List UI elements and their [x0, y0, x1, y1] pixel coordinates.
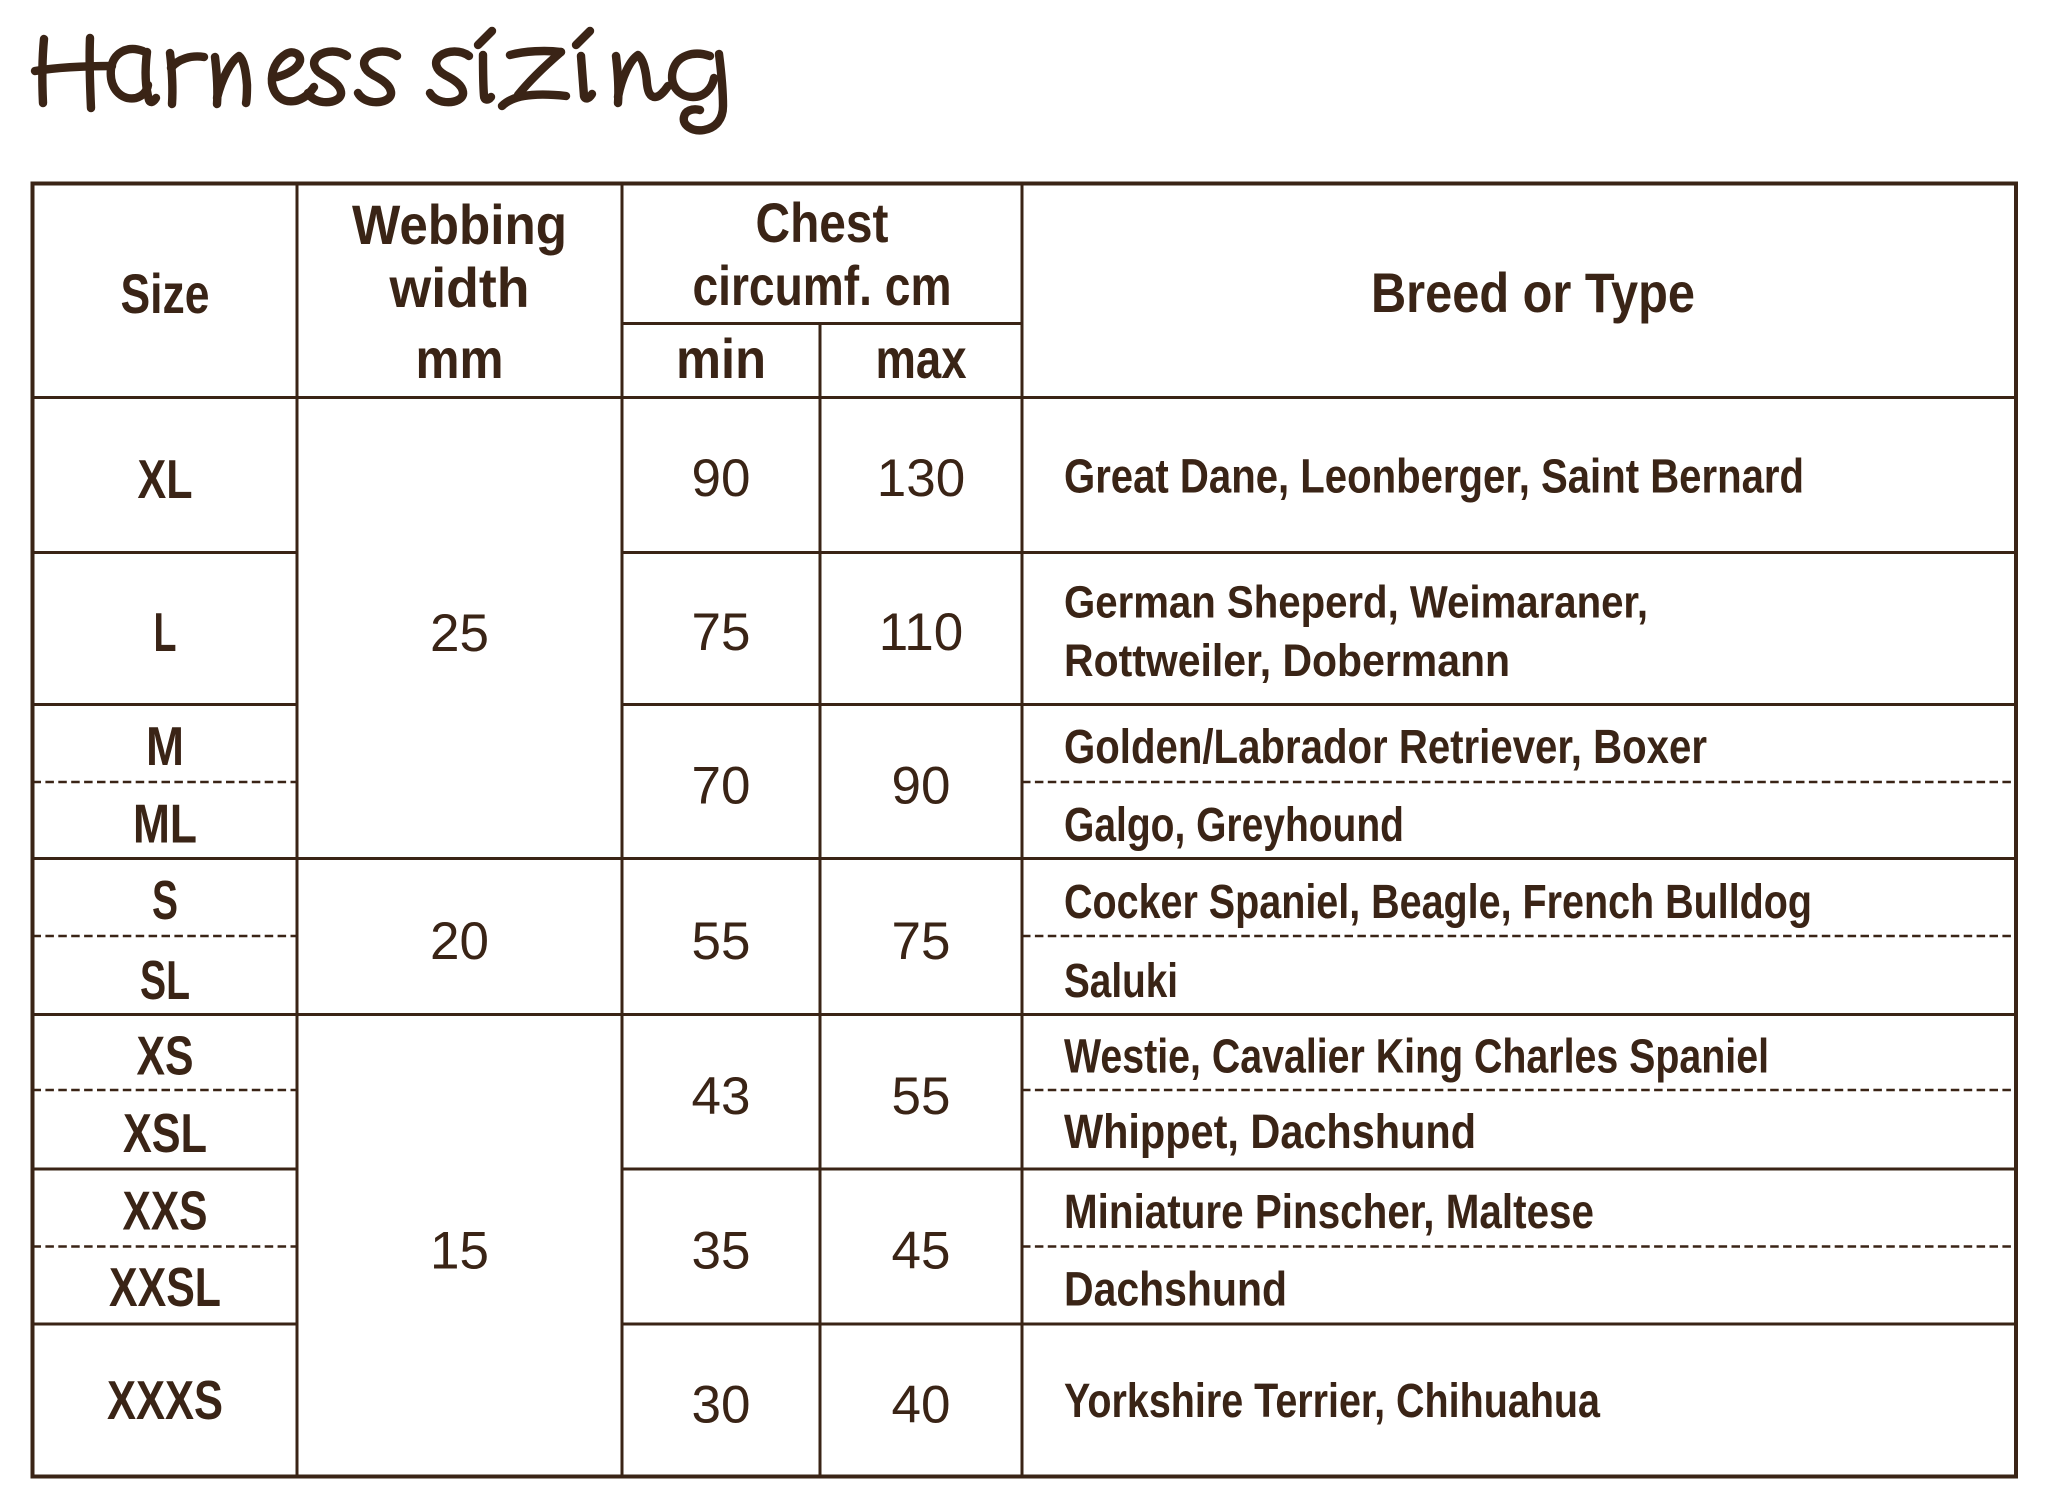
svg-text:max: max [876, 328, 967, 390]
svg-text:L: L [154, 601, 177, 663]
svg-text:Rottweiler, Dobermann: Rottweiler, Dobermann [1064, 635, 1510, 686]
svg-text:40: 40 [892, 1376, 951, 1435]
svg-text:43: 43 [692, 1067, 751, 1126]
svg-text:XS: XS [137, 1025, 194, 1087]
svg-text:circumf. cm: circumf. cm [693, 255, 952, 317]
svg-text:mm: mm [416, 328, 504, 390]
svg-text:width: width [389, 257, 530, 319]
svg-text:110: 110 [879, 603, 964, 662]
svg-text:55: 55 [892, 1067, 951, 1126]
svg-text:Chest: Chest [756, 192, 889, 254]
svg-text:Breed or Type: Breed or Type [1371, 262, 1695, 324]
svg-text:20: 20 [430, 912, 489, 971]
svg-text:Golden/Labrador Retriever, Box: Golden/Labrador Retriever, Boxer [1064, 720, 1707, 774]
svg-text:S: S [152, 869, 178, 931]
svg-text:75: 75 [692, 603, 751, 662]
svg-text:Westie, Cavalier King Charles: Westie, Cavalier King Charles Spaniel [1064, 1030, 1769, 1084]
svg-text:75: 75 [892, 912, 951, 971]
svg-text:Webbing: Webbing [352, 194, 567, 256]
svg-text:XXS: XXS [123, 1180, 208, 1242]
svg-text:XSL: XSL [123, 1102, 207, 1164]
svg-text:XXSL: XXSL [109, 1256, 221, 1318]
svg-text:ML: ML [133, 793, 197, 855]
svg-text:130: 130 [877, 449, 965, 508]
svg-text:15: 15 [430, 1222, 489, 1281]
svg-text:Cocker Spaniel, Beagle, French: Cocker Spaniel, Beagle, French Bulldog [1064, 875, 1812, 929]
svg-text:70: 70 [692, 757, 751, 816]
svg-text:M: M [146, 715, 184, 777]
svg-text:30: 30 [692, 1376, 751, 1435]
svg-text:25: 25 [430, 604, 489, 663]
svg-text:45: 45 [892, 1222, 951, 1281]
svg-text:55: 55 [692, 912, 751, 971]
svg-text:Size: Size [121, 263, 210, 325]
svg-text:Saluki: Saluki [1064, 954, 1178, 1008]
svg-text:Yorkshire Terrier, Chihuahua: Yorkshire Terrier, Chihuahua [1064, 1374, 1601, 1428]
svg-text:90: 90 [692, 449, 751, 508]
svg-text:German Sheperd, Weimaraner,: German Sheperd, Weimaraner, [1064, 577, 1648, 628]
svg-text:SL: SL [140, 949, 190, 1011]
svg-text:Dachshund: Dachshund [1064, 1263, 1287, 1317]
svg-text:Great Dane, Leonberger, Saint: Great Dane, Leonberger, Saint Bernard [1064, 450, 1804, 504]
svg-text:min: min [676, 328, 766, 390]
svg-text:35: 35 [692, 1222, 751, 1281]
svg-text:Whippet, Dachshund: Whippet, Dachshund [1064, 1105, 1476, 1159]
svg-text:XL: XL [138, 448, 193, 510]
svg-text:Miniature Pinscher, Maltese: Miniature Pinscher, Maltese [1064, 1185, 1594, 1239]
svg-text:XXXS: XXXS [107, 1369, 223, 1431]
svg-text:90: 90 [892, 757, 951, 816]
svg-text:Galgo, Greyhound: Galgo, Greyhound [1064, 798, 1404, 852]
